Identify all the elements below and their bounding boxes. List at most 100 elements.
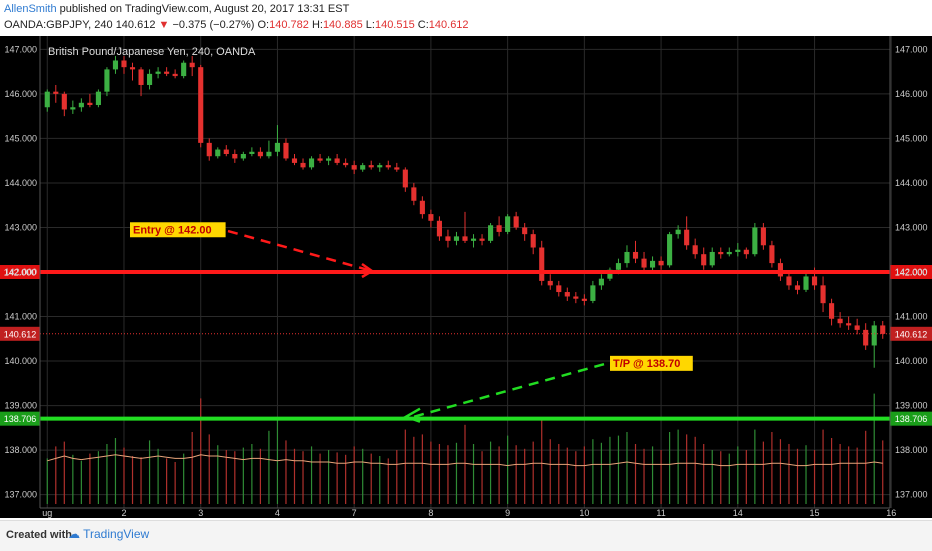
candle[interactable] xyxy=(147,69,153,90)
candle[interactable] xyxy=(445,229,451,248)
candle[interactable] xyxy=(198,64,204,148)
candle[interactable] xyxy=(556,280,562,297)
candle[interactable] xyxy=(283,138,289,161)
candle[interactable] xyxy=(649,256,656,272)
author-link[interactable]: AllenSmith xyxy=(4,3,57,15)
candle[interactable] xyxy=(880,320,886,339)
candle[interactable] xyxy=(377,162,383,172)
candle[interactable] xyxy=(530,229,536,255)
candle[interactable] xyxy=(846,316,852,330)
candle[interactable] xyxy=(658,256,664,270)
candle[interactable] xyxy=(760,223,766,250)
candle[interactable] xyxy=(300,158,306,170)
candle[interactable] xyxy=(223,145,229,157)
candle[interactable] xyxy=(249,147,255,157)
candle[interactable] xyxy=(104,67,110,97)
candle[interactable] xyxy=(419,196,425,219)
candle[interactable] xyxy=(641,251,647,272)
candle[interactable] xyxy=(769,240,775,268)
candle[interactable] xyxy=(402,167,408,192)
candle[interactable] xyxy=(709,247,715,268)
candle[interactable] xyxy=(590,280,596,304)
candle[interactable] xyxy=(581,294,587,306)
candle[interactable] xyxy=(95,89,101,108)
candle[interactable] xyxy=(794,280,801,295)
candle[interactable] xyxy=(112,56,119,74)
candle[interactable] xyxy=(232,149,238,163)
candle[interactable] xyxy=(206,138,212,161)
candle[interactable] xyxy=(479,234,485,246)
candle[interactable] xyxy=(257,147,263,159)
candle[interactable] xyxy=(803,272,809,293)
price-chart[interactable]: 142.000 142.000 138.706 138.706 140.612 140.6… xyxy=(0,36,932,518)
candle[interactable] xyxy=(684,216,690,250)
candle[interactable] xyxy=(326,156,332,166)
candle[interactable] xyxy=(505,214,511,235)
candle[interactable] xyxy=(692,238,698,259)
candle[interactable] xyxy=(624,245,630,268)
candle[interactable] xyxy=(496,216,502,237)
candle[interactable] xyxy=(394,162,400,172)
candle[interactable] xyxy=(53,84,59,103)
candle[interactable] xyxy=(121,56,127,74)
candle[interactable] xyxy=(368,160,374,170)
candle[interactable] xyxy=(701,247,707,270)
candle[interactable] xyxy=(291,154,298,166)
candle[interactable] xyxy=(453,231,460,246)
candle[interactable] xyxy=(343,158,349,168)
candle[interactable] xyxy=(215,147,221,159)
candle[interactable] xyxy=(829,298,835,326)
candle[interactable] xyxy=(598,274,604,290)
candle[interactable] xyxy=(573,292,579,304)
candle[interactable] xyxy=(274,125,281,157)
candle[interactable] xyxy=(513,211,519,230)
candle[interactable] xyxy=(428,209,434,228)
candle[interactable] xyxy=(871,320,877,368)
candle[interactable] xyxy=(547,274,553,290)
candle[interactable] xyxy=(360,162,366,172)
candle[interactable] xyxy=(837,312,843,328)
candle[interactable] xyxy=(240,151,246,161)
candle[interactable] xyxy=(87,93,93,108)
candle[interactable] xyxy=(777,258,783,281)
candle[interactable] xyxy=(129,62,136,81)
candle[interactable] xyxy=(488,223,494,244)
candle[interactable] xyxy=(78,98,84,112)
candle[interactable] xyxy=(854,318,860,335)
candle[interactable] xyxy=(743,247,749,259)
candle[interactable] xyxy=(539,240,545,286)
candle[interactable] xyxy=(863,323,869,350)
candle[interactable] xyxy=(164,67,170,77)
candle[interactable] xyxy=(675,225,681,239)
candle[interactable] xyxy=(462,211,468,244)
candle[interactable] xyxy=(334,154,340,166)
candle[interactable] xyxy=(564,287,570,301)
tradingview-logo[interactable]: ☁ TradingView xyxy=(68,527,150,541)
candle[interactable] xyxy=(735,243,741,257)
candle[interactable] xyxy=(820,276,826,313)
symbol[interactable]: OANDA:GBPJPY, 240 xyxy=(4,19,113,31)
candle[interactable] xyxy=(70,100,76,114)
candle[interactable] xyxy=(138,67,144,97)
candle[interactable] xyxy=(155,67,161,79)
candle[interactable] xyxy=(317,154,323,163)
candle[interactable] xyxy=(632,240,639,264)
candle[interactable] xyxy=(61,91,67,117)
candle[interactable] xyxy=(351,160,357,175)
candle[interactable] xyxy=(189,56,195,77)
candle[interactable] xyxy=(181,60,187,79)
candle[interactable] xyxy=(308,156,315,170)
candle[interactable] xyxy=(44,89,50,112)
candle[interactable] xyxy=(607,267,613,281)
candle[interactable] xyxy=(172,69,178,79)
candle[interactable] xyxy=(752,223,758,257)
candle[interactable] xyxy=(522,223,528,241)
candle[interactable] xyxy=(470,234,477,248)
candle[interactable] xyxy=(726,247,732,257)
candle[interactable] xyxy=(266,140,272,159)
candle[interactable] xyxy=(411,182,417,206)
candle[interactable] xyxy=(385,160,391,170)
candle[interactable] xyxy=(718,247,724,259)
candle[interactable] xyxy=(786,272,792,290)
candle[interactable] xyxy=(436,216,442,241)
